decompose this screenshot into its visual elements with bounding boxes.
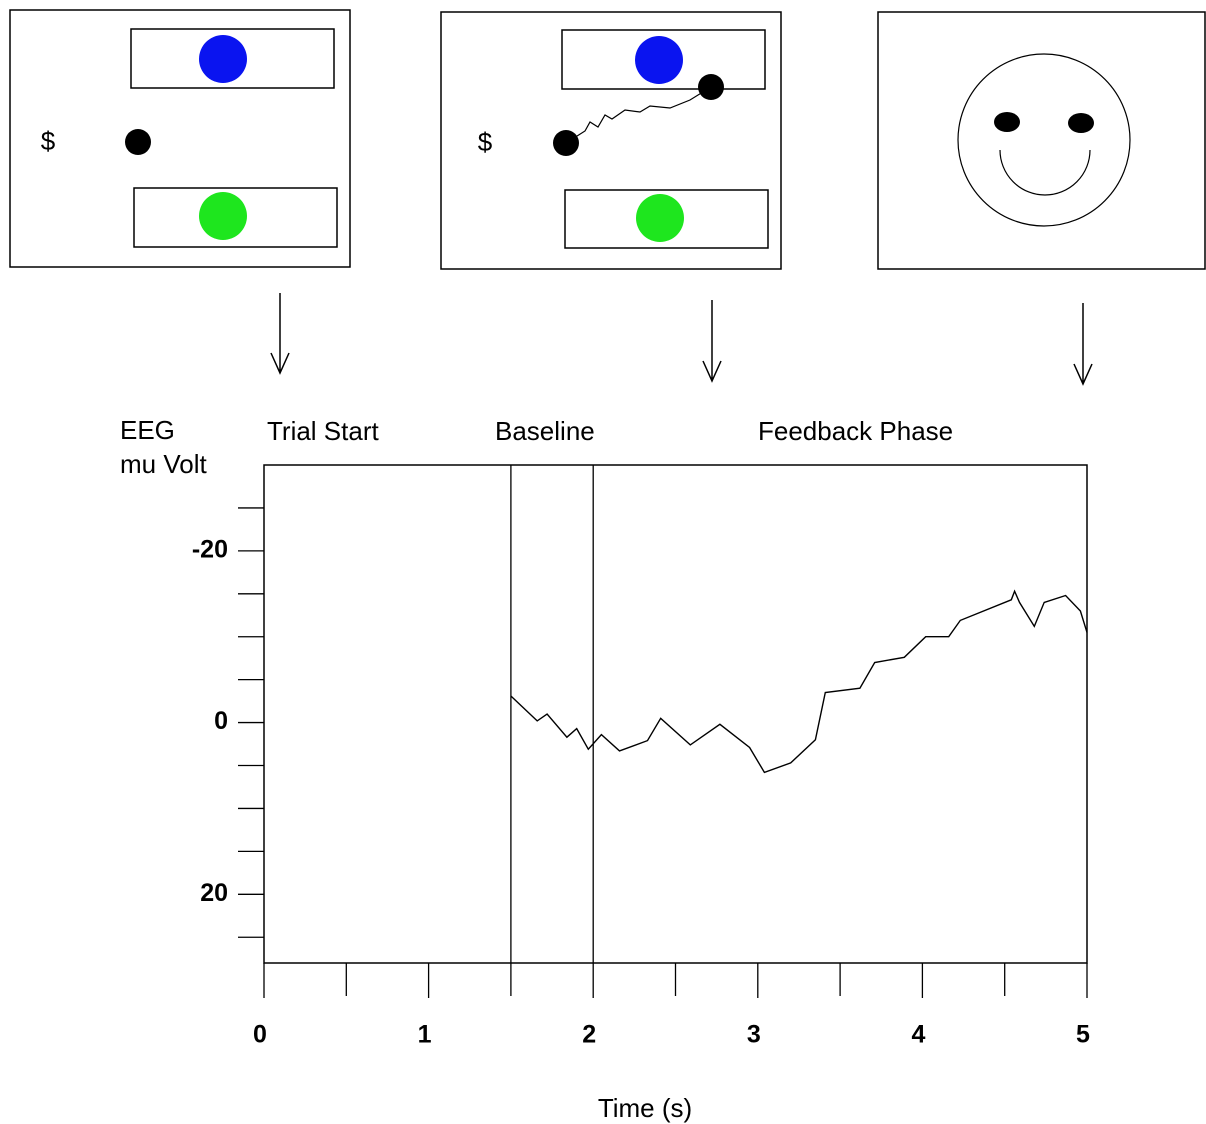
eye [994, 112, 1020, 132]
x-tick-label: 1 [418, 1021, 432, 1049]
cursor [698, 74, 724, 100]
eeg-line [510, 589, 1088, 774]
x-axis-label: Time (s) [598, 1093, 692, 1123]
phase-label: Baseline [495, 416, 595, 446]
plot-frame [263, 464, 1088, 964]
arrow [270, 293, 290, 375]
y-axis-label: mu Volt [120, 449, 207, 479]
arrow [1073, 303, 1093, 386]
panel-frame [440, 11, 782, 270]
arrow [702, 300, 722, 383]
smile [999, 149, 1091, 196]
target-box [130, 28, 335, 89]
phase-label: Feedback Phase [758, 416, 953, 446]
blue-target [199, 35, 247, 83]
x-tick-label: 4 [911, 1021, 925, 1049]
y-tick-label: 20 [200, 879, 228, 907]
green-target [636, 194, 684, 242]
smiley-face [957, 53, 1131, 227]
target-box [133, 187, 338, 248]
y-axis-label: EEG [120, 415, 175, 445]
blue-target [635, 36, 683, 84]
panel-frame [9, 9, 351, 268]
cursor-label: $ [41, 126, 56, 156]
reward-panel [877, 11, 1206, 270]
phase-label: Trial Start [267, 416, 379, 446]
y-tick-label: -20 [192, 535, 228, 563]
cursor-trace [565, 86, 712, 144]
stimulus-panel: $ [9, 9, 351, 268]
stimulus-panel: $ [440, 11, 782, 270]
x-tick-label: 5 [1076, 1021, 1090, 1049]
plot: -20 0 20 0 1 2 3 4 5 Trial Start Baseline Feedback … [120, 415, 1090, 1123]
panel-frame [877, 11, 1206, 270]
cursor [553, 130, 579, 156]
target-box [564, 189, 769, 249]
cursor [125, 129, 151, 155]
eye [1068, 113, 1094, 133]
x-tick-label: 0 [253, 1021, 267, 1049]
y-tick-label: 0 [214, 707, 228, 735]
target-box [561, 29, 766, 90]
x-tick-label: 3 [747, 1021, 761, 1049]
x-tick-label: 2 [582, 1021, 596, 1049]
cursor-label: $ [478, 127, 493, 157]
arrows [270, 293, 1093, 386]
green-target [199, 192, 247, 240]
